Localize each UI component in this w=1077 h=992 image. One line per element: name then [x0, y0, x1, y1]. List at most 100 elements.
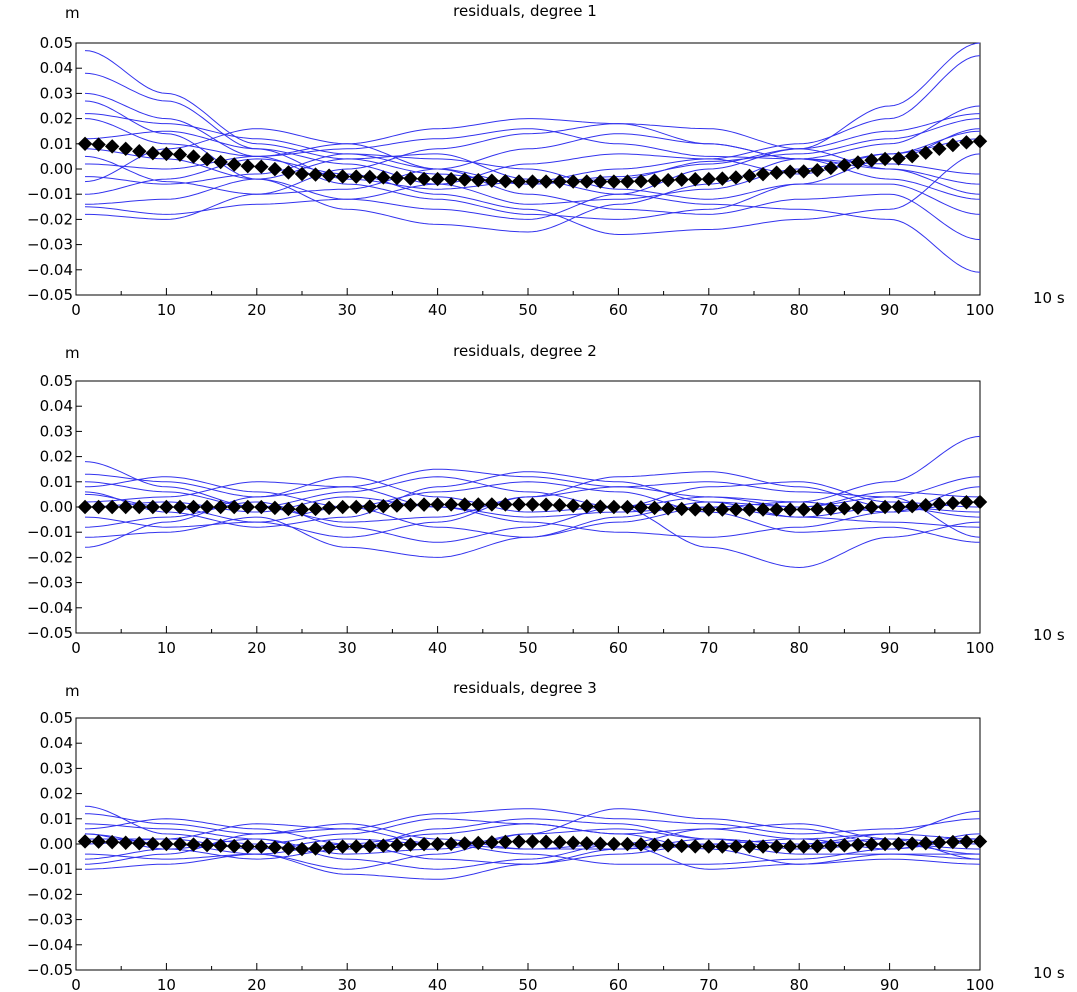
panel-2-mean-marker [213, 499, 228, 515]
panel-1-mean-marker [823, 160, 839, 176]
panel-3-mean-marker [281, 841, 296, 856]
panel-2-mean-marker [688, 502, 703, 517]
panel-2-mean-marker [538, 497, 554, 512]
panel-2-mean-marker [349, 499, 364, 515]
panel-2-x-tick-label: 30 [338, 639, 357, 657]
panel-1-mean-marker [810, 163, 825, 178]
panel-3-y-tick-label: 0.00 [40, 835, 73, 853]
panel-1-mean-marker [362, 169, 378, 185]
panel-1-mean-marker [132, 144, 147, 159]
panel-2-mean-marker [525, 497, 540, 512]
panel-2-mean-marker [823, 501, 839, 517]
panel-1-mean-marker [321, 168, 337, 183]
panel-3-mean-marker [172, 836, 188, 852]
panel-3-x-tick-label: 0 [71, 976, 81, 992]
panel-1-mean-marker [552, 174, 567, 189]
panel-1-series-line-6 [84, 118, 981, 220]
panel-3-mean-marker [782, 839, 798, 854]
panel-3-y-tick-label: 0.03 [40, 759, 73, 777]
panel-1-y-tick-label: 0.01 [40, 135, 73, 153]
panel-2-mean-marker [674, 501, 689, 517]
panel-2-mean-marker [132, 499, 147, 515]
panel-1-x-tick-label: 20 [247, 301, 266, 319]
panel-2-x-tick-label: 70 [699, 639, 718, 657]
panel-3-mean-marker [864, 837, 879, 852]
panel-2-x-tick-label: 100 [966, 639, 995, 657]
panel-2-mean-marker [226, 499, 242, 515]
panel-1-mean-marker [335, 169, 350, 184]
panel-1-mean-marker [538, 174, 554, 189]
panel-3-mean-marker [457, 836, 472, 851]
panel-3-mean-marker [159, 836, 174, 852]
panel-2-mean-marker [850, 500, 866, 515]
panel-1-mean-marker [430, 171, 445, 187]
panel-1-mean-marker [782, 164, 798, 179]
panel-2-mean-marker [443, 497, 459, 512]
panel-3-mean-marker [118, 835, 133, 850]
panel-2-mean-marker [308, 501, 323, 517]
panel-2-mean-marker [742, 502, 757, 517]
panel-1-y-tick-label: 0.02 [40, 110, 73, 128]
panel-3-x-tick-label: 90 [880, 976, 899, 992]
panel-2-mean-marker [389, 498, 405, 513]
panel-1-x-tick-label: 90 [880, 301, 899, 319]
panel-3-mean-marker [918, 835, 933, 851]
panel-1-mean-marker [674, 172, 689, 187]
panel-3-mean-marker [823, 838, 839, 854]
panel-1-mean-marker [403, 171, 418, 186]
panel-1-mean-marker [769, 165, 784, 180]
panel-3-x-tick-label: 30 [338, 976, 357, 992]
panel-1-x-unit: 10 s [1033, 289, 1065, 307]
panel-2-mean-marker [281, 501, 296, 517]
panel-1-mean-marker [715, 171, 730, 186]
panel-3-mean-marker [904, 836, 920, 851]
panel-1-mean-marker [742, 168, 757, 184]
panel-3-mean-marker [606, 836, 622, 852]
panel-1-mean-marker [294, 166, 310, 182]
panel-2-mean-marker [104, 499, 120, 515]
panel-3-y-tick-label: −0.03 [27, 911, 73, 929]
panel-2-mean-marker [471, 497, 486, 512]
panel-3-mean-marker [132, 836, 147, 851]
panel-3-mean-marker [349, 839, 364, 854]
panel-2-mean-marker [877, 499, 893, 515]
panel-1-mean-marker [213, 154, 228, 170]
panel-2-y-tick-label: 0.03 [40, 422, 73, 440]
panel-2-series-line-7 [84, 481, 981, 543]
panel-2-y-tick-label: −0.03 [27, 574, 73, 592]
panel-2-mean-marker [511, 497, 527, 512]
panel-3-series-line-7 [85, 823, 981, 865]
panel-1-mean-marker [145, 145, 161, 161]
panel-1-mean-marker [498, 173, 513, 189]
panel-2-mean-marker [647, 500, 662, 516]
panel-3-mean-marker [620, 836, 635, 852]
panel-1-mean-marker [376, 170, 391, 185]
panel-3-mean-marker [959, 834, 974, 849]
panel-1-mean-marker [443, 172, 459, 187]
panel-3-mean-marker [660, 838, 676, 853]
panel-2-mean-marker [810, 502, 825, 517]
panel-2-mean-marker [715, 502, 730, 517]
panel-1-mean-marker [877, 151, 893, 167]
panel-1-series-line-11 [85, 153, 981, 215]
panel-1-mean-marker [267, 161, 283, 177]
panel-3-y-tick-label: 0.04 [40, 734, 73, 752]
panel-1-mean-marker [660, 172, 676, 188]
panel-2-x-tick-label: 50 [518, 639, 537, 657]
panel-2-y-tick-label: 0.05 [40, 372, 73, 390]
panel-2-mean-marker [362, 499, 378, 514]
panel-3-mean-marker [850, 837, 866, 852]
panel-1-mean-marker [349, 169, 364, 184]
panel-1-y-tick-label: 0.03 [40, 84, 73, 102]
panel-2-mean-marker [118, 499, 133, 515]
panel-1-mean-marker [837, 158, 852, 173]
panel-1-mean-marker [511, 174, 527, 189]
panel-3-x-tick-label: 70 [699, 976, 718, 992]
panel-1-mean-marker [525, 174, 540, 189]
panel-2-mean-marker [891, 499, 906, 515]
panel-3-mean-marker [810, 839, 825, 854]
panel-3-x-tick-label: 100 [966, 976, 995, 992]
panel-2-x-tick-label: 60 [609, 639, 628, 657]
panel-2-y-tick-label: 0.02 [40, 448, 73, 466]
